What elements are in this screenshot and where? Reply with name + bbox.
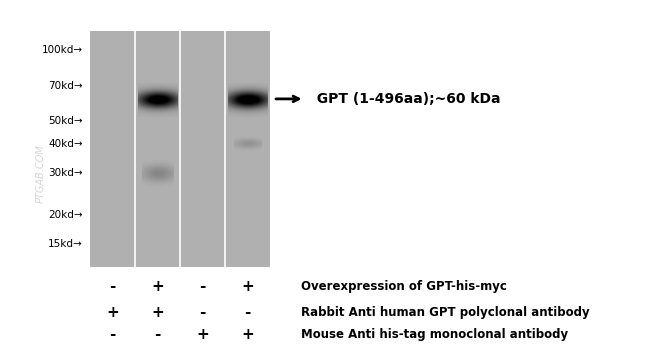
Text: -: - [109,327,116,342]
Text: +: + [196,327,209,342]
Text: Overexpression of GPT-his-myc: Overexpression of GPT-his-myc [301,280,507,293]
Text: PTGAB.COM: PTGAB.COM [35,144,46,203]
Text: 40kd→: 40kd→ [48,139,83,149]
Text: 50kd→: 50kd→ [48,116,83,126]
Text: +: + [151,305,164,320]
Text: +: + [241,327,254,342]
Text: GPT (1-496aa);~60 kDa: GPT (1-496aa);~60 kDa [276,92,500,106]
Text: -: - [200,305,206,320]
Text: -: - [200,279,206,294]
Text: +: + [106,305,119,320]
Text: +: + [241,279,254,294]
Text: 70kd→: 70kd→ [48,82,83,92]
Text: +: + [151,279,164,294]
Text: 15kd→: 15kd→ [48,239,83,249]
Text: -: - [154,327,161,342]
Text: -: - [244,305,251,320]
Text: Mouse Anti his-tag monoclonal antibody: Mouse Anti his-tag monoclonal antibody [301,328,568,341]
Text: 100kd→: 100kd→ [42,45,83,55]
Text: 30kd→: 30kd→ [48,168,83,178]
Text: Rabbit Anti human GPT polyclonal antibody: Rabbit Anti human GPT polyclonal antibod… [301,306,590,319]
Text: -: - [109,279,116,294]
Text: 20kd→: 20kd→ [48,210,83,220]
